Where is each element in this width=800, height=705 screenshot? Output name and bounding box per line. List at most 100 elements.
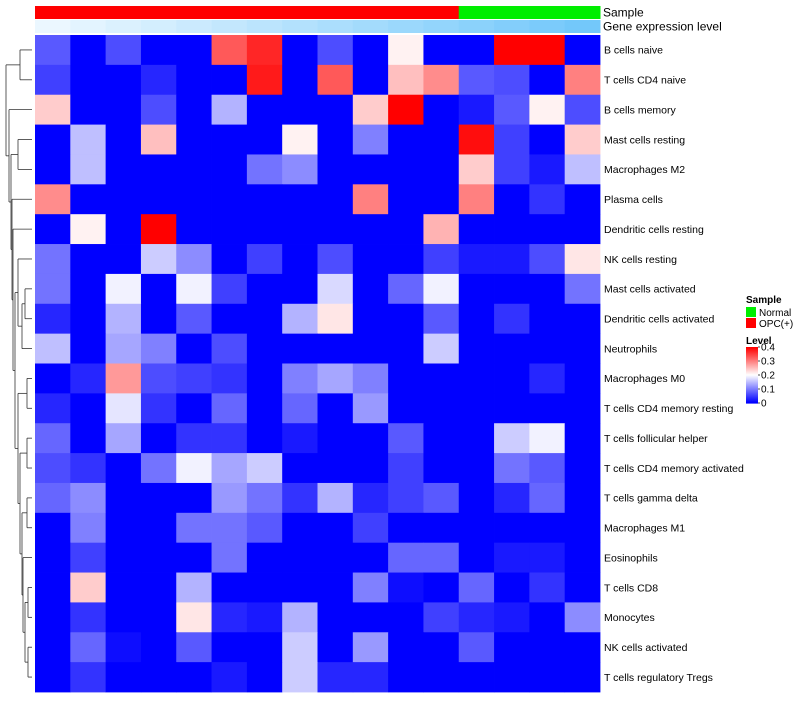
heatmap-cell [282,423,318,454]
heatmap-cell [35,303,71,335]
heatmap-cell [423,124,460,155]
heatmap-cell [105,572,142,603]
legend-bar-segment [746,394,758,396]
heatmap-cell [458,64,495,96]
heatmap-cell [494,94,530,125]
heatmap-cell [564,94,601,125]
heatmap-cell [388,512,424,544]
heatmap-cell [494,64,530,96]
heatmap-cell [564,303,601,335]
heatmap-cell [105,512,142,544]
legend-bar-segment [746,397,758,399]
row-dendrogram [5,49,32,678]
heatmap-cell [352,453,389,484]
heatmap-cell [176,333,212,364]
heatmap-cell [458,512,495,544]
heatmap-cell [352,512,389,544]
heatmap-cell [458,662,495,693]
heatmap-cell [564,64,601,96]
heatmap-cell [529,303,566,335]
legend-tick-label: 0.3 [761,357,775,368]
heatmap-cell [352,542,389,573]
heatmap-cell [140,482,177,514]
heatmap-cell [140,303,177,335]
heatmap-cell [529,572,566,603]
heatmap-cell [211,512,248,544]
heatmap-cell [282,542,318,573]
heatmap-cell [529,94,566,125]
expression-annotation-cell [70,20,107,33]
legend-bar-segment [746,401,758,403]
legend-bar-segment [746,377,758,379]
legend-bar-segment [746,384,758,386]
heatmap-cell [388,662,424,693]
row-label: Dendritic cells activated [604,314,714,326]
heatmap-cell [140,632,177,663]
heatmap-cell [494,632,530,663]
sample-annotation-cell [423,6,460,19]
legend-bar-segment [746,351,758,353]
heatmap-cell [211,64,248,96]
heatmap-cell [352,244,389,275]
heatmap-cell [317,632,354,663]
heatmap-cell [246,512,283,544]
heatmap-cell [70,35,107,66]
heatmap-cell [246,154,283,185]
heatmap-cell [494,244,530,275]
row-label: T cells CD4 naive [604,75,686,87]
heatmap-cell [317,273,354,305]
legend-bar-segment [746,373,758,375]
sample-annotation-cell [458,6,495,19]
legend-bar-segment [746,383,758,385]
heatmap-cell [105,602,142,633]
heatmap-cell [529,453,566,484]
heatmap-cell [140,244,177,275]
row-label: Mast cells resting [604,134,685,146]
legend-bar-segment [746,361,758,363]
heatmap-cell [423,542,460,573]
legend-bar-segment [746,399,758,401]
legend-bar-segment [746,364,758,366]
heatmap-cell [282,602,318,633]
heatmap-cell [282,572,318,603]
heatmap-cell [352,423,389,454]
heatmap-cell [140,423,177,454]
heatmap-cell [70,64,107,96]
heatmap-cell [564,363,601,394]
heatmap-cell [423,184,460,215]
legend-opc-label: OPC(+) [759,319,793,330]
heatmap-cell [352,184,389,215]
heatmap-cell [458,393,495,424]
expression-annotation-cell [529,20,566,33]
heatmap-cell [282,662,318,693]
heatmap-cell [246,482,283,514]
heatmap-cell [211,303,248,335]
heatmap-cell [423,273,460,305]
heatmap-cell [35,512,71,544]
legend-bar-segment [746,376,758,378]
heatmap-cell [564,35,601,66]
heatmap-cell [352,482,389,514]
heatmap-cell [105,184,142,215]
row-label: Neutrophils [604,343,657,355]
heatmap-cell [282,453,318,484]
heatmap-cell [494,572,530,603]
heatmap-cell [564,602,601,633]
heatmap-cell [388,542,424,573]
heatmap-cell [317,244,354,275]
heatmap-cell [564,214,601,245]
heatmap-cell [458,542,495,573]
heatmap-cell [352,602,389,633]
heatmap-cell [176,453,212,484]
heatmap-cell [423,244,460,275]
heatmap-cell [317,482,354,514]
heatmap-cell [423,333,460,364]
legend-bar-segment [746,365,758,367]
legend-bar-segment [746,366,758,368]
heatmap-cell [35,64,71,96]
heatmap-cell [246,35,283,66]
heatmap-cell [494,363,530,394]
heatmap-cell [211,124,248,155]
heatmap-cell [529,154,566,185]
heatmap-cell [529,273,566,305]
